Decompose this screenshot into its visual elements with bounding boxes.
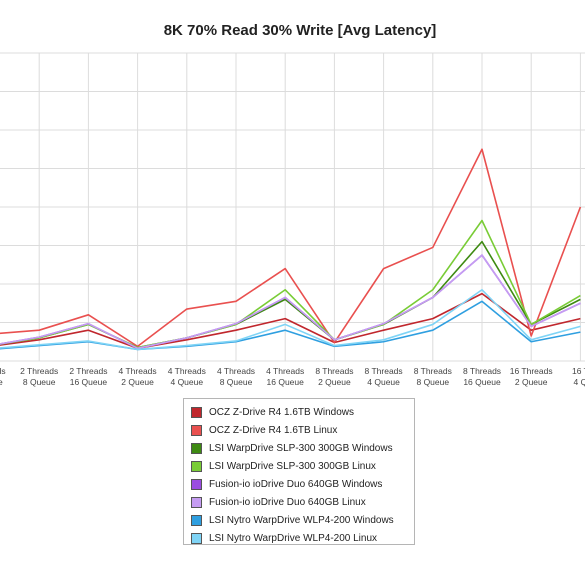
series-line xyxy=(0,288,581,351)
legend-swatch xyxy=(191,514,202,526)
x-tick-label: 8 Threads xyxy=(315,366,353,376)
legend-label: LSI WarpDrive SLP-300 300GB Windows xyxy=(209,442,393,454)
legend-label: OCZ Z-Drive R4 1.6TB Windows xyxy=(209,406,355,418)
legend-swatch xyxy=(191,478,202,490)
x-tick-label: 2 Threads xyxy=(20,366,58,376)
legend: OCZ Z-Drive R4 1.6TB Windows OCZ Z-Drive … xyxy=(183,398,415,545)
legend-swatch xyxy=(191,460,202,472)
x-tick-label: 8 Queue xyxy=(220,377,253,387)
legend-swatch xyxy=(191,496,202,508)
x-tick-label: 16 Queue xyxy=(463,377,501,387)
legend-swatch xyxy=(191,424,202,436)
x-tick-label: 2 Threads xyxy=(69,366,107,376)
series-lines xyxy=(0,148,582,351)
x-tick-label: 4 Threads xyxy=(168,366,206,376)
legend-swatch xyxy=(191,406,202,418)
series-line xyxy=(0,292,581,350)
x-tick-label: 2 Queue xyxy=(121,377,154,387)
x-tick-label: 16 Queue xyxy=(267,377,305,387)
x-tick-label: 4 Q xyxy=(574,377,585,387)
series-line xyxy=(0,254,581,350)
legend-swatch xyxy=(191,532,202,544)
x-tick-label: 4 Threads xyxy=(217,366,255,376)
legend-swatch xyxy=(191,442,202,454)
x-tick-label: 2 Queue xyxy=(318,377,351,387)
x-tick-label: 8 Threads xyxy=(414,366,452,376)
x-tick-label: 8 Queue xyxy=(416,377,449,387)
series-line xyxy=(0,148,582,348)
x-tick-label: 4 Queue xyxy=(367,377,400,387)
x-tick-label: 16 Queue xyxy=(70,377,108,387)
legend-item: OCZ Z-Drive R4 1.6TB Windows xyxy=(191,403,414,421)
chart-title: 8K 70% Read 30% Write [Avg Latency] xyxy=(164,22,437,39)
legend-item: Fusion-io ioDrive Duo 640GB Linux xyxy=(191,493,414,511)
x-tick-label: 16 Threads xyxy=(510,366,553,376)
legend-label: Fusion-io ioDrive Duo 640GB Linux xyxy=(209,496,366,508)
legend-item: LSI Nytro WarpDrive WLP4-200 Linux xyxy=(191,529,414,547)
x-tick-label: 4 Threads xyxy=(266,366,304,376)
x-tick-label: 4 Threads xyxy=(119,366,157,376)
legend-label: OCZ Z-Drive R4 1.6TB Linux xyxy=(209,424,338,436)
legend-label: Fusion-io ioDrive Duo 640GB Windows xyxy=(209,478,383,490)
x-tick-label: 8 Queue xyxy=(23,377,56,387)
legend-label: LSI Nytro WarpDrive WLP4-200 Linux xyxy=(209,532,378,544)
legend-item: OCZ Z-Drive R4 1.6TB Linux xyxy=(191,421,414,439)
x-tick-label: 16 T xyxy=(572,366,585,376)
x-tick-label: 2 Queue xyxy=(515,377,548,387)
legend-label: LSI Nytro WarpDrive WLP4-200 Windows xyxy=(209,514,394,526)
x-tick-label: 8 Threads xyxy=(365,366,403,376)
legend-item: Fusion-io ioDrive Duo 640GB Windows xyxy=(191,475,414,493)
legend-label: LSI WarpDrive SLP-300 300GB Linux xyxy=(209,460,376,472)
legend-item: LSI WarpDrive SLP-300 300GB Windows xyxy=(191,439,414,457)
legend-item: LSI WarpDrive SLP-300 300GB Linux xyxy=(191,457,414,475)
x-tick-label: 8 Threads xyxy=(463,366,501,376)
x-tick-label: Threads xyxy=(0,366,6,376)
x-tick-label: Queue xyxy=(0,377,3,387)
x-tick-label: 4 Queue xyxy=(170,377,203,387)
grid xyxy=(0,52,585,362)
legend-item: LSI Nytro WarpDrive WLP4-200 Windows xyxy=(191,511,414,529)
